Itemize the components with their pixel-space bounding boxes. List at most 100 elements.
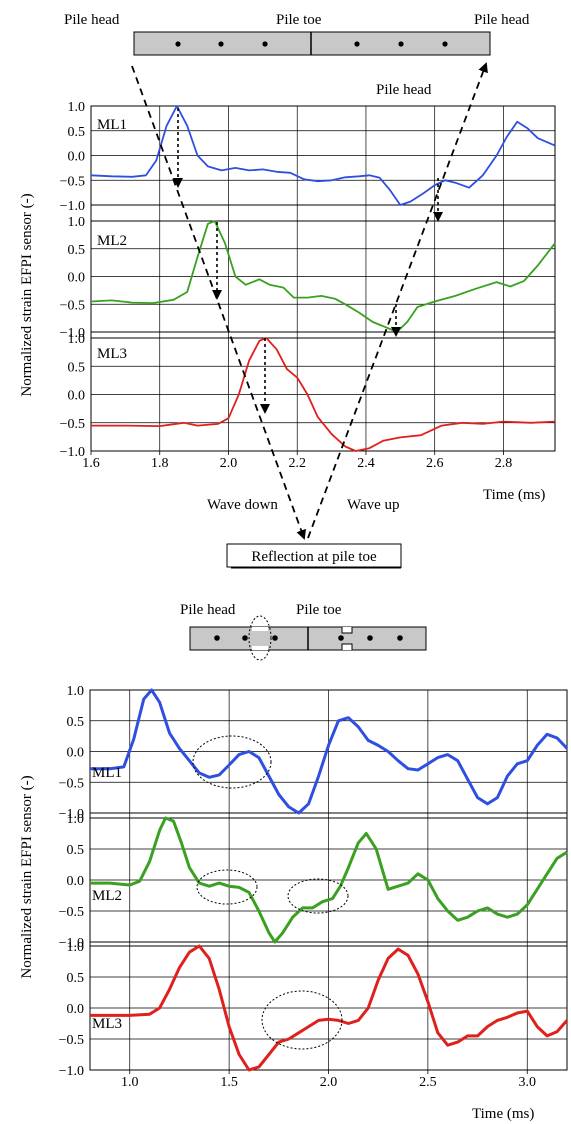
y-tick-label: 0.5	[68, 125, 86, 140]
x-tick-label: 2.0	[320, 1075, 338, 1090]
bottom-y-axis-label: Normalized strain EFPI sensor (-)	[19, 775, 35, 978]
y-tick-label: −1.0	[59, 936, 84, 951]
wave-up-label: Wave up	[347, 497, 400, 513]
y-tick-label: −0.5	[60, 174, 85, 189]
x-tick-label: 2.2	[288, 456, 306, 471]
bottom-x-tick-labels: 1.0 1.5 2.0 2.5 3.0	[121, 1075, 536, 1090]
top-y-tick-labels: 1.00.50.0−0.5−1.01.00.50.0−0.5−1.01.00.5…	[60, 100, 85, 460]
y-tick-label: −0.5	[59, 905, 84, 920]
defect-ellipse	[248, 615, 272, 661]
series-ml2-line	[90, 220, 556, 333]
top-pile-head-upper-label: Pile head	[376, 82, 432, 98]
top-arrows	[131, 62, 488, 540]
plot-frame	[89, 689, 568, 1071]
x-tick-label: 2.0	[220, 456, 238, 471]
series-label-ml1: ML1	[97, 117, 127, 133]
x-tick-label: 1.6	[82, 456, 100, 471]
bottom-x-axis-label: Time (ms)	[472, 1106, 534, 1122]
sensor-dot	[397, 635, 403, 641]
y-tick-label: −1.0	[60, 326, 85, 341]
y-tick-label: −1.0	[59, 1064, 84, 1079]
series-label-ml2: ML2	[92, 888, 122, 904]
pile-defect-notch	[341, 627, 353, 650]
top-y-axis-label: Normalized strain EFPI sensor (-)	[19, 193, 35, 396]
highlight-ellipse	[196, 869, 258, 905]
bottom-y-tick-labels: 1.00.50.0−0.5−1.01.00.50.0−0.5−1.01.00.5…	[59, 684, 84, 1079]
sensor-dot	[272, 635, 278, 641]
y-tick-label: 1.0	[67, 812, 85, 827]
y-tick-label: −0.5	[59, 1033, 84, 1048]
sensor-dot	[442, 41, 448, 47]
wave-up-arrow	[307, 62, 488, 539]
y-tick-label: 0.5	[68, 243, 86, 258]
series-label-ml2: ML2	[97, 233, 127, 249]
reflection-box: Reflection at pile toe	[226, 543, 402, 569]
y-tick-label: 1.0	[67, 684, 85, 699]
y-tick-label: −1.0	[60, 199, 85, 214]
reflection-label: Reflection at pile toe	[251, 549, 377, 565]
x-tick-label: 2.5	[419, 1075, 437, 1090]
top-pile-head-right-label: Pile head	[474, 12, 530, 28]
series-label-ml3: ML3	[97, 346, 127, 362]
sensor-dot	[367, 635, 373, 641]
y-tick-label: −1.0	[60, 445, 85, 460]
x-tick-label: 2.6	[426, 456, 444, 471]
wave-down-label: Wave down	[207, 497, 278, 513]
top-pile-head-left-label: Pile head	[64, 12, 120, 28]
series-ml2-line	[90, 816, 568, 944]
sensor-dot	[338, 635, 344, 641]
bottom-pile-schematic	[189, 615, 427, 661]
y-tick-label: 0.5	[67, 843, 85, 858]
sensor-dot	[354, 41, 360, 47]
x-tick-label: 2.8	[495, 456, 513, 471]
y-tick-label: 0.0	[68, 389, 86, 404]
top-plot-grid	[90, 105, 556, 455]
y-tick-label: 0.0	[67, 874, 85, 889]
x-tick-label: 2.4	[357, 456, 375, 471]
x-tick-label: 3.0	[519, 1075, 537, 1090]
y-tick-label: 1.0	[67, 940, 85, 955]
top-x-axis-label: Time (ms)	[483, 487, 545, 503]
series-ml3-line	[90, 944, 569, 1072]
top-panel: Pile head Pile toe Pile head Pile head M…	[19, 12, 556, 569]
sensor-dot	[398, 41, 404, 47]
sensor-dot	[242, 635, 248, 641]
sensor-dot	[214, 635, 220, 641]
y-tick-label: −0.5	[59, 776, 84, 791]
y-tick-label: 0.5	[67, 971, 85, 986]
x-tick-label: 1.0	[121, 1075, 139, 1090]
y-tick-label: 0.5	[67, 715, 85, 730]
highlight-ellipse	[261, 990, 343, 1050]
plot-frame	[90, 105, 556, 452]
sensor-dot	[175, 41, 181, 47]
y-tick-label: 0.0	[67, 746, 85, 761]
top-series-group: ML1 ML2 ML3	[90, 105, 556, 452]
sensor-dot	[262, 41, 268, 47]
x-tick-label: 1.8	[151, 456, 169, 471]
bottom-highlight-ellipses	[192, 735, 349, 1050]
y-tick-label: 0.0	[68, 150, 86, 165]
series-label-ml1: ML1	[92, 765, 122, 781]
y-tick-label: 1.0	[68, 215, 86, 230]
bottom-series-group: ML1 ML2 ML3	[90, 688, 569, 1072]
bottom-plot-grid	[89, 689, 568, 1074]
sensor-dot	[218, 41, 224, 47]
top-x-tick-labels: 1.6 1.8 2.0 2.2 2.4 2.6 2.8	[82, 456, 512, 471]
series-ml3-line	[91, 337, 556, 452]
y-tick-label: 1.0	[68, 100, 86, 115]
pile-defect-notch-left	[252, 627, 268, 631]
y-tick-label: 0.0	[67, 1002, 85, 1017]
highlight-ellipse	[192, 735, 272, 789]
bottom-pile-head-label: Pile head	[180, 602, 236, 618]
top-pile-toe-label: Pile toe	[276, 12, 322, 28]
series-ml1-line	[90, 688, 569, 815]
y-tick-label: −1.0	[59, 807, 84, 822]
y-tick-label: 0.0	[68, 271, 86, 286]
bottom-panel: Pile head Pile toe ML1 ML2 ML3 1.0 0.5 0.0 −0…	[19, 602, 569, 1122]
y-tick-label: −0.5	[60, 298, 85, 313]
series-label-ml3: ML3	[92, 1016, 122, 1032]
y-tick-label: −0.5	[60, 417, 85, 432]
highlight-ellipse	[287, 878, 349, 914]
x-tick-label: 1.5	[220, 1075, 238, 1090]
